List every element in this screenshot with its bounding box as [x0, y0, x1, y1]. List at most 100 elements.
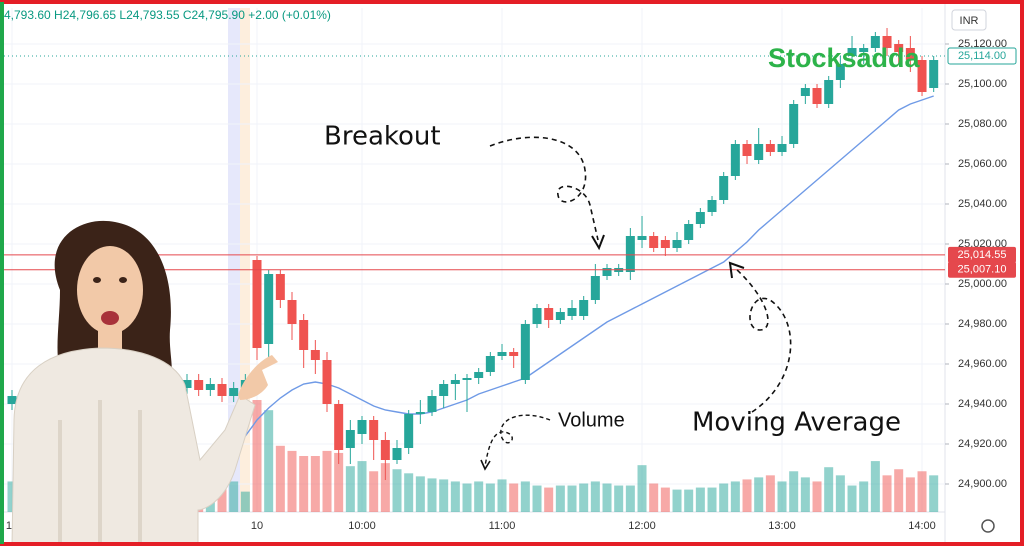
logo: Stocksadda [768, 43, 921, 73]
volume-bar [450, 481, 460, 512]
candle-body [229, 388, 239, 396]
candle-body [649, 236, 659, 248]
candle-body [427, 396, 437, 412]
annotation-arrow [484, 414, 551, 467]
volume-bar [777, 481, 787, 512]
arrow-head [591, 234, 605, 251]
volume-bar [275, 445, 285, 512]
volume-bar [555, 485, 565, 512]
annotation-breakout: Breakout [324, 122, 441, 152]
volume-bar [894, 469, 904, 512]
volume-bar [882, 475, 892, 512]
volume-bar [614, 485, 624, 512]
candle-body [567, 308, 577, 316]
candle-body [684, 224, 694, 240]
volume-bar [742, 479, 752, 512]
candle-body [719, 176, 729, 200]
volume-bar [474, 481, 484, 512]
volume-bar [520, 481, 530, 512]
y-tick-label: 24,960.00 [958, 358, 1007, 370]
candle-body [730, 144, 740, 176]
y-tick-label: 24,940.00 [958, 398, 1007, 410]
volume-bar [602, 483, 612, 512]
candle-body [182, 380, 192, 388]
volume-bar [415, 476, 425, 512]
y-tick-label: 25,080.00 [958, 118, 1007, 130]
candle-body [824, 80, 834, 104]
candle-body [462, 378, 472, 380]
candle-body [485, 356, 495, 372]
volume-bar [485, 483, 495, 512]
candle-body [345, 430, 355, 448]
y-tick-label: 25,000.00 [958, 278, 1007, 290]
volume-bar [929, 475, 939, 512]
volume-bar [240, 491, 250, 512]
volume-bar [229, 481, 239, 512]
volume-bar [299, 456, 309, 512]
candle-body [287, 300, 297, 324]
candle-body [310, 350, 320, 360]
volume-bar [637, 465, 647, 512]
candle-body [380, 440, 390, 460]
candle-body [835, 64, 845, 80]
volume-bar [847, 485, 857, 512]
volume-bar [905, 477, 915, 512]
candle-body [415, 412, 425, 414]
volume-bar [579, 483, 589, 512]
volume-bar [812, 481, 822, 512]
candle-body [754, 144, 764, 160]
volume-bar [835, 475, 845, 512]
volume-bar [730, 481, 740, 512]
candle-body [205, 384, 215, 390]
candle-body [917, 60, 927, 92]
settings-icon[interactable] [981, 519, 995, 533]
volume-bar [345, 466, 355, 512]
candle-body [7, 396, 17, 404]
annotation-volume: Volume [558, 409, 625, 431]
candle-body [474, 372, 484, 378]
level-label: 25,007.10 [958, 264, 1007, 276]
volume-bar [7, 481, 17, 512]
x-tick-label: 10:00 [348, 520, 376, 532]
volume-bar [427, 478, 437, 512]
x-tick-label: 14:00 [908, 520, 936, 532]
level-label-box [948, 261, 1016, 278]
y-tick-label: 24,900.00 [958, 478, 1007, 490]
x-tick-label: 12:00 [628, 520, 656, 532]
volume-bar [824, 467, 834, 512]
candle-body [929, 60, 939, 88]
y-tick-label: 24,980.00 [958, 318, 1007, 330]
candle-body [555, 312, 565, 320]
volume-bar [310, 456, 320, 512]
volume-bar [322, 450, 332, 512]
candle-body [357, 420, 367, 434]
level-label-box [948, 246, 1016, 263]
candle-body [544, 308, 554, 320]
candle-body [369, 420, 379, 440]
candle-body [217, 384, 227, 396]
volume-bar [567, 485, 577, 512]
volume-bar [707, 487, 717, 512]
volume-bar [380, 463, 390, 512]
y-tick-label: 24,920.00 [958, 438, 1007, 450]
candle-body [882, 36, 892, 48]
x-tick-label: 13:00 [768, 520, 796, 532]
volume-bar [544, 487, 554, 512]
candle-body [695, 212, 705, 224]
volume-bar [789, 471, 799, 512]
volume-bar [625, 485, 635, 512]
ohlc-header: 4,793.60 H24,796.65 L24,793.55 C24,795.9… [4, 8, 331, 22]
candle-body [789, 104, 799, 144]
candle-body [194, 380, 204, 390]
volume-bar [334, 452, 344, 512]
candle-body [509, 352, 519, 356]
volume-bar [660, 487, 670, 512]
candle-body [392, 448, 402, 460]
volume-bar [859, 481, 869, 512]
volume-bar [870, 461, 880, 512]
volume-bar [404, 473, 414, 512]
volume-bar [462, 483, 472, 512]
candle-body [742, 144, 752, 156]
candle-body [800, 88, 810, 96]
